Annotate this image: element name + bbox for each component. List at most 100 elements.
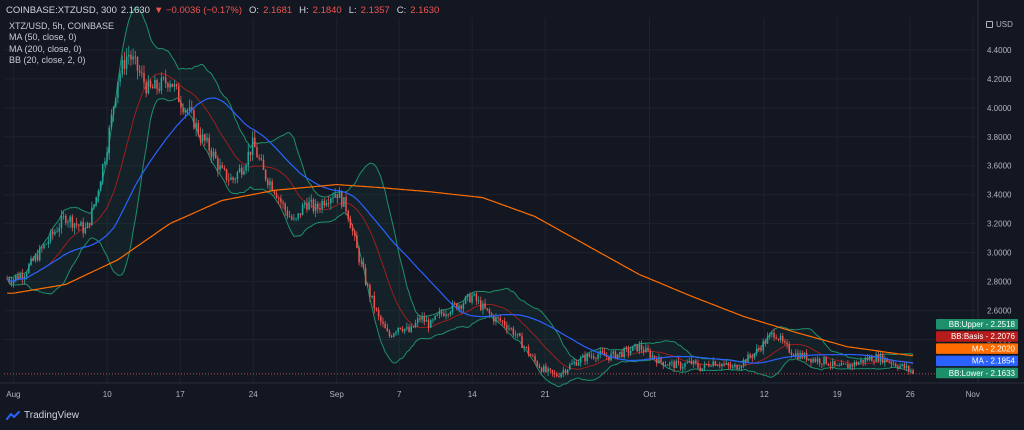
candle-body — [184, 110, 187, 113]
candle-body — [34, 255, 37, 261]
candle-body — [17, 275, 19, 280]
candle-body — [718, 365, 721, 367]
candle-body — [419, 318, 421, 320]
candle-body — [21, 274, 24, 279]
candle-body — [625, 348, 628, 349]
candle-body — [397, 327, 399, 332]
candle-body — [475, 293, 478, 301]
candle-body — [649, 350, 651, 358]
candle-body — [95, 196, 97, 205]
candle-body — [314, 203, 317, 212]
symbol-label[interactable]: COINBASE:XTZUSD, 300 — [6, 4, 117, 16]
candle-body — [440, 311, 443, 314]
candle-body — [147, 80, 150, 94]
candle-body — [121, 60, 124, 74]
candle-body — [97, 190, 100, 197]
legend-bb[interactable]: BB (20, close, 2, 0) — [9, 55, 86, 66]
candle-body — [275, 193, 278, 198]
candle-body — [319, 208, 321, 210]
candle-body — [579, 357, 582, 363]
candle-body — [156, 79, 158, 89]
candle-body — [45, 243, 47, 245]
candle-body — [829, 365, 832, 367]
candle-body — [705, 363, 708, 365]
candle-body — [306, 203, 308, 210]
currency-label: USD — [996, 20, 1013, 29]
candle-body — [519, 333, 521, 337]
candle-body — [660, 357, 662, 362]
symbol-header: COINBASE:XTZUSD, 300 2.1630 ▼ −0.0036 (−… — [6, 2, 439, 18]
candle-body — [110, 114, 113, 128]
price-tick-label: 3.2000 — [987, 220, 1012, 229]
candle-body — [747, 354, 749, 363]
price-tick-label: 4.2000 — [987, 75, 1012, 84]
candle-body — [831, 361, 834, 366]
price-tick-label: 3.8000 — [987, 133, 1012, 142]
candle-body — [840, 363, 843, 366]
candle-body — [310, 199, 313, 202]
candle-body — [312, 199, 315, 212]
candle-body — [238, 167, 241, 173]
candle-body — [245, 165, 247, 171]
candle-body — [647, 347, 649, 351]
candle-body — [414, 322, 417, 328]
candle-body — [866, 358, 869, 361]
candle-body — [434, 315, 436, 320]
candle-body — [658, 357, 660, 364]
candle-body — [627, 348, 630, 354]
low-value: 2.1357 — [360, 4, 390, 16]
candle-body — [764, 340, 767, 344]
candle-body — [740, 365, 743, 368]
candle-body — [395, 331, 397, 334]
candle-body — [317, 203, 319, 209]
candle-body — [875, 354, 877, 362]
legend-ma50[interactable]: MA (50, close, 0) — [9, 32, 77, 43]
candle-body — [668, 362, 671, 366]
bb-basis-line — [6, 73, 914, 370]
time-tick-label: 10 — [103, 390, 112, 399]
candle-body — [699, 367, 701, 371]
high-label: H: — [299, 4, 309, 16]
candle-body — [247, 151, 250, 166]
close-label: C: — [396, 4, 407, 16]
time-tick-label: Aug — [6, 390, 20, 399]
currency-selector[interactable]: USD — [986, 20, 1013, 29]
legend-ma200[interactable]: MA (200, close, 0) — [9, 43, 82, 54]
bb-upper-line — [6, 6, 914, 362]
candle-body — [479, 300, 482, 310]
candle-body — [634, 344, 636, 347]
candle-body — [323, 200, 326, 206]
candle-body — [501, 320, 504, 322]
candle-body — [180, 102, 182, 108]
candle-body — [236, 172, 239, 180]
candle-body — [10, 281, 13, 284]
candle-body — [208, 137, 210, 151]
price-axis[interactable]: 2.40002.60002.80003.00003.20003.40003.60… — [987, 46, 1012, 345]
candle-body — [51, 231, 54, 235]
candle-body — [99, 181, 102, 191]
price-tick-label: 3.4000 — [987, 191, 1012, 200]
candle-body — [423, 316, 426, 322]
candle-body — [280, 198, 282, 203]
time-tick-label: 12 — [760, 390, 769, 399]
candle-body — [451, 303, 454, 313]
last-price: 2.1630 — [120, 4, 150, 16]
candle-body — [221, 165, 223, 168]
candle-body — [899, 365, 901, 369]
candle-body — [592, 356, 595, 359]
time-axis[interactable]: Aug 10 17 24 Sep 7 14 21 Oct 12 19 26 Nov — [6, 390, 980, 399]
candle-body — [438, 311, 441, 315]
legend-title[interactable]: XTZ/USD, 5h, COINBASE — [9, 21, 115, 31]
candle-body — [15, 275, 17, 280]
candle-body — [556, 373, 558, 377]
candle-body — [301, 204, 304, 216]
candle-body — [393, 333, 395, 337]
candle-body — [149, 80, 152, 87]
bollinger-bands — [6, 6, 914, 388]
candle-body — [712, 361, 714, 367]
candle-body — [212, 151, 215, 157]
candle-body — [138, 70, 141, 73]
candle-body — [912, 370, 914, 374]
price-tick-label: 4.4000 — [987, 46, 1012, 55]
